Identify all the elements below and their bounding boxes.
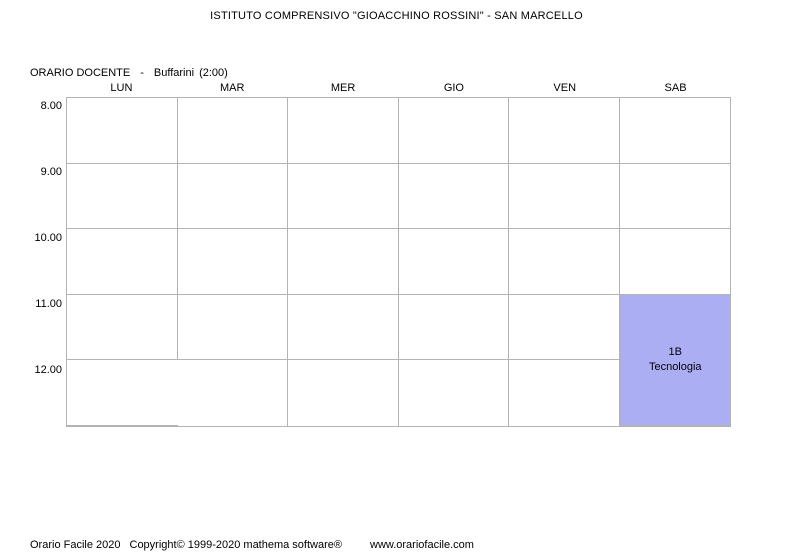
- grid-cell: [288, 294, 399, 361]
- grid-cell: [619, 229, 730, 295]
- grid-cell: [509, 229, 620, 295]
- time-label-9: 9.00: [40, 166, 62, 178]
- grid-cell: [509, 360, 620, 426]
- grid-cell: [398, 98, 509, 164]
- grid-cell: [288, 360, 399, 426]
- day-header-lun: LUN: [110, 82, 133, 94]
- grid-cell: [67, 98, 178, 164]
- day-header-row: LUN MAR MER GIO VEN SAB: [66, 82, 731, 94]
- school-title: ISTITUTO COMPRENSIVO "GIOACCHINO ROSSINI…: [210, 10, 583, 22]
- time-label-10: 10.00: [34, 232, 62, 244]
- grid-cell: [509, 98, 620, 164]
- grid-cell: [67, 163, 178, 230]
- time-label-11: 11.00: [35, 298, 62, 310]
- day-header-ven: VEN: [553, 82, 577, 94]
- grid-cell: [288, 98, 399, 164]
- teacher-total-hours: (2:00): [199, 67, 228, 79]
- grid-cell: [67, 294, 178, 361]
- grid-cell: [288, 163, 399, 230]
- grid-cell: [619, 98, 730, 164]
- grid-cell: [288, 229, 399, 295]
- report-type-label: ORARIO DOCENTE: [30, 67, 131, 79]
- timetable-grid: 1B Tecnologia: [66, 97, 731, 427]
- grid-cell: [67, 360, 178, 426]
- grid-cell: [509, 294, 620, 361]
- grid-cell: [67, 229, 178, 295]
- lesson-class-name: 1B: [668, 345, 682, 358]
- report-subheader: ORARIO DOCENTE - Buffarini (2:00): [30, 67, 228, 79]
- grid-cell: [177, 98, 288, 164]
- copyright-label: Copyright© 1999-2020 mathema software®: [129, 539, 343, 551]
- grid-cell: [177, 294, 288, 361]
- grid-cell: [177, 360, 288, 426]
- time-label-12: 12.00: [34, 364, 62, 376]
- grid-cell: [177, 229, 288, 295]
- grid-cell: [398, 163, 509, 230]
- lesson-subject: Tecnologia: [648, 360, 702, 373]
- grid-cell: [177, 163, 288, 230]
- time-label-8: 8.00: [40, 100, 62, 112]
- grid-cell: [398, 229, 509, 295]
- teacher-name: Buffarini: [153, 67, 195, 79]
- app-version-label: Orario Facile 2020: [30, 539, 121, 551]
- day-header-sab: SAB: [664, 82, 687, 94]
- report-footer: Orario Facile 2020 Copyright© 1999-2020 m…: [30, 539, 474, 551]
- website-link[interactable]: www.orariofacile.com: [370, 539, 474, 551]
- grid-cell: [398, 294, 509, 361]
- day-header-mer: MER: [330, 82, 356, 94]
- grid-cell: [509, 163, 620, 230]
- day-header-mar: MAR: [220, 82, 245, 94]
- lesson-block-1b-tecnologia[interactable]: 1B Tecnologia: [619, 293, 731, 426]
- day-header-gio: GIO: [443, 82, 464, 94]
- grid-cell: [398, 360, 509, 426]
- subheader-separator: -: [140, 67, 144, 79]
- grid-cell: [619, 163, 730, 230]
